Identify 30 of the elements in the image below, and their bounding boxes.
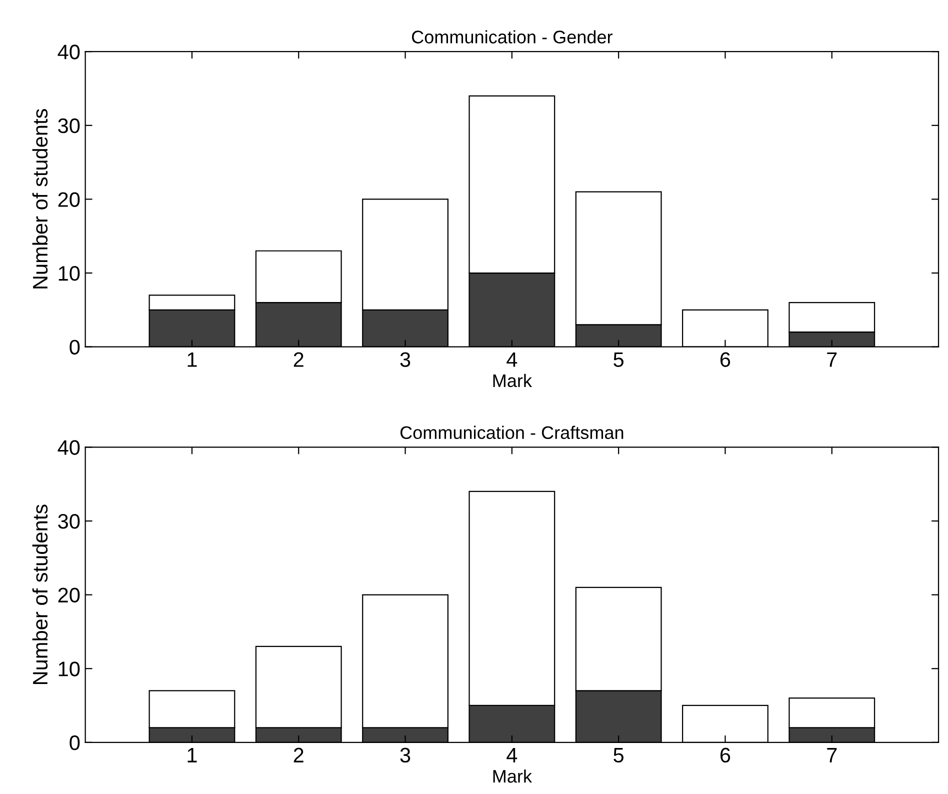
y-tick-label: 10 (58, 662, 80, 676)
x-tick-label: 1 (188, 748, 197, 762)
x-tick-label: 4 (506, 352, 518, 367)
y-tick-label: 40 (58, 44, 80, 60)
x-tick-label: 5 (614, 748, 624, 763)
x-tick-label: 4 (506, 748, 518, 762)
y-tick-label: 10 (58, 266, 80, 281)
x-tick-label: 1 (188, 352, 197, 367)
y-tick-label: 30 (58, 514, 80, 529)
y-tick-label: 40 (58, 440, 80, 455)
x-tick-label: 3 (400, 748, 410, 763)
x-axis-title: Mark (493, 769, 532, 783)
y-axis-title: Number of students (32, 109, 48, 288)
y-tick-label: 20 (58, 588, 80, 603)
x-tick-label: 6 (720, 748, 730, 763)
y-tick-label: 0 (70, 735, 80, 750)
chart-title: Communication - Craftsman (400, 426, 624, 440)
x-tick-label: 2 (294, 748, 304, 762)
x-axis-title: Mark (493, 374, 532, 388)
y-tick-label: 0 (70, 340, 80, 355)
y-tick-label: 20 (58, 192, 80, 207)
x-tick-label: 3 (400, 352, 410, 367)
x-tick-label: 6 (720, 352, 730, 367)
y-axis-title: Number of students (32, 504, 48, 684)
y-tick-label: 30 (58, 118, 80, 134)
x-tick-label: 2 (294, 352, 304, 367)
x-tick-label: 7 (827, 352, 837, 367)
chart-title: Communication - Gender (412, 30, 612, 44)
x-tick-label: 5 (614, 352, 624, 367)
x-tick-label: 7 (827, 748, 837, 762)
